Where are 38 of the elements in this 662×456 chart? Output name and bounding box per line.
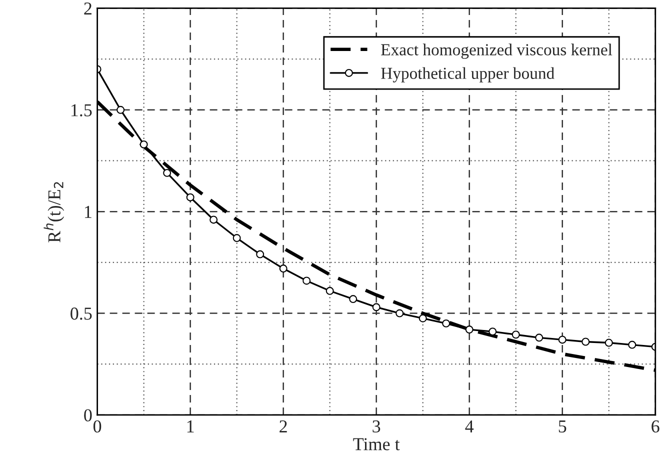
x-tick-label: 2 bbox=[280, 420, 287, 432]
legend-label: Exact homogenized viscous kernel bbox=[381, 44, 612, 59]
point bbox=[465, 326, 474, 334]
point bbox=[232, 234, 241, 242]
point bbox=[535, 334, 544, 342]
x-tick-label: 6 bbox=[652, 420, 660, 433]
point bbox=[256, 250, 264, 258]
point bbox=[210, 216, 218, 224]
y-tick-label: 1 bbox=[85, 206, 92, 218]
y-tick-label: 2 bbox=[84, 2, 92, 14]
point bbox=[116, 106, 125, 114]
point bbox=[186, 193, 194, 202]
y-tick-label: 0 bbox=[84, 409, 92, 422]
x-tick-label: 3 bbox=[372, 420, 380, 433]
point bbox=[558, 336, 566, 344]
y-axis-title: R$^{h}$(t)/E$_{2}$ bbox=[44, 182, 64, 242]
point bbox=[512, 330, 520, 339]
point bbox=[418, 314, 427, 322]
point bbox=[279, 264, 288, 273]
point bbox=[326, 286, 334, 295]
point bbox=[628, 340, 636, 349]
point bbox=[302, 276, 311, 285]
point bbox=[349, 295, 358, 304]
x-tick-label: 0 bbox=[93, 420, 102, 433]
y-tick-label: 0.5 bbox=[70, 308, 92, 320]
x-tick-label: 5 bbox=[558, 420, 566, 433]
point bbox=[396, 309, 404, 318]
x-tick-label: 4 bbox=[465, 420, 474, 432]
point bbox=[163, 168, 172, 177]
x-tick-label: 1 bbox=[187, 420, 194, 432]
point bbox=[442, 319, 450, 328]
point bbox=[582, 338, 590, 346]
x-axis-title: Time t bbox=[353, 438, 400, 450]
legend-label: Hypothetical upper bound bbox=[381, 67, 554, 82]
point bbox=[372, 303, 380, 312]
y-tick-label: 1.5 bbox=[71, 104, 92, 116]
point bbox=[140, 140, 148, 148]
point bbox=[604, 338, 613, 347]
